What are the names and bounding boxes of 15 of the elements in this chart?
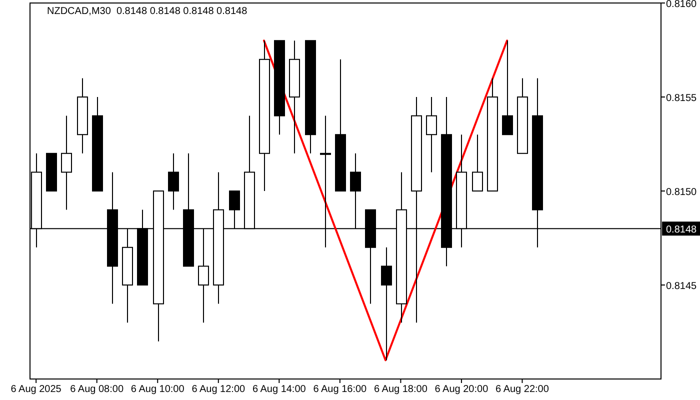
x-tick-label: 6 Aug 08:00 <box>70 384 124 395</box>
x-tick-label: 6 Aug 2025 <box>10 384 62 395</box>
x-tick-label: 6 Aug 22:00 <box>496 384 550 395</box>
x-tick-label: 6 Aug 14:00 <box>252 384 306 395</box>
x-tick-label: 6 Aug 18:00 <box>374 384 428 395</box>
y-tick-label: 0.8160 <box>666 0 698 10</box>
x-tick-label: 6 Aug 10:00 <box>130 384 185 395</box>
y-tick-label: 0.8155 <box>666 93 698 104</box>
x-tick-label: 6 Aug 20:00 <box>434 384 489 395</box>
chart-title: NZDCAD,M30 0.8148 0.8148 0.8148 0.8148 <box>47 6 248 17</box>
x-tick-label: 6 Aug 16:00 <box>313 384 368 395</box>
y-tick-label: 0.8150 <box>666 187 698 198</box>
x-tick-label: 6 Aug 12:00 <box>192 384 246 395</box>
ref-line-label: 0.8148 <box>666 224 698 236</box>
y-tick-label: 0.8145 <box>666 281 698 292</box>
